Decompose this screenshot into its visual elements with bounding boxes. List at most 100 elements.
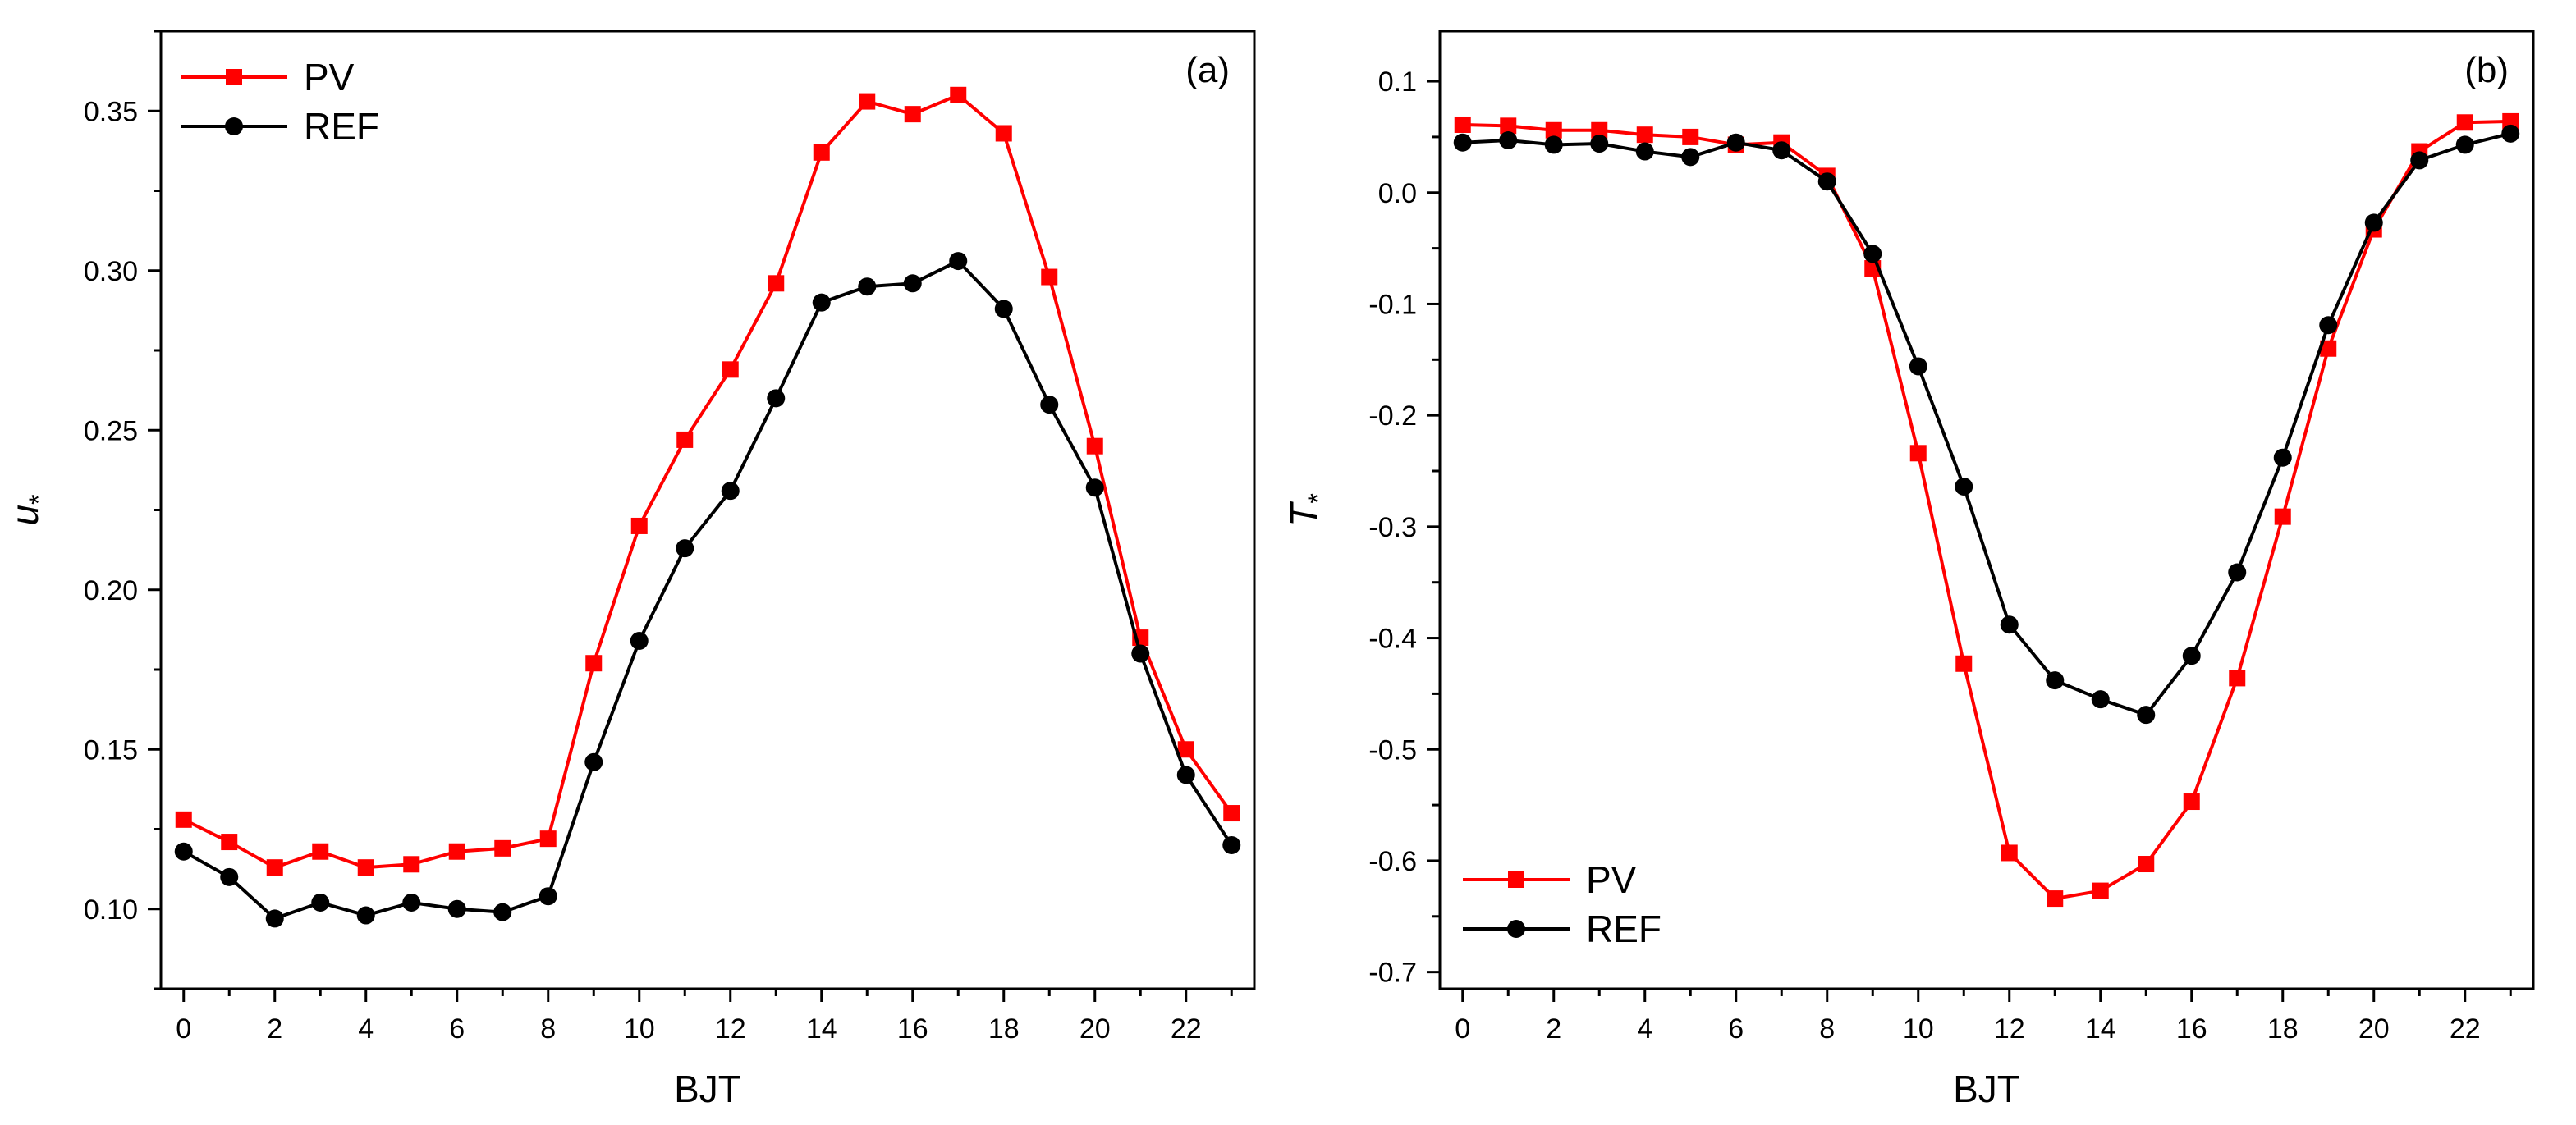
panel-b: 0 2 4 6 8 10 12 14 16 18 20 22 -0.7 -0.6 -0.5 -0.4 -0.3 -…	[1282, 30, 2535, 1110]
x-tick-label: 4	[358, 1013, 374, 1045]
data-point-pv	[2001, 844, 2018, 862]
data-point-ref	[949, 252, 968, 271]
x-tick-label: 20	[1079, 1013, 1111, 1045]
y-tick-label: 0.30	[84, 256, 138, 287]
plot-frame	[1438, 30, 2535, 990]
data-point-pv	[722, 361, 739, 378]
data-point-ref	[174, 842, 193, 861]
x-axis-title: BJT	[674, 1068, 741, 1110]
data-point-ref	[630, 631, 649, 650]
data-point-pv	[2229, 670, 2246, 687]
legend-label-pv: PV	[304, 56, 355, 98]
data-point-pv	[539, 830, 557, 848]
data-point-pv	[676, 431, 694, 448]
data-point-ref	[2182, 647, 2201, 665]
y-axis-subscript: *	[24, 494, 53, 504]
data-point-ref	[2501, 124, 2520, 143]
data-point-pv	[1591, 121, 1608, 139]
series-ref	[174, 252, 1241, 928]
data-point-ref	[1222, 835, 1241, 854]
data-point-ref	[447, 899, 466, 918]
x-tick-label: 20	[2358, 1013, 2390, 1045]
data-point-pv	[357, 859, 374, 876]
data-point-pv	[494, 839, 511, 857]
data-point-ref	[1544, 135, 1563, 154]
data-point-pv	[1041, 268, 1058, 286]
data-point-pv	[995, 125, 1012, 142]
x-tick-label: 22	[1171, 1013, 1202, 1045]
data-point-pv	[1454, 116, 1471, 133]
data-point-ref	[1772, 141, 1791, 160]
data-point-pv	[2456, 114, 2473, 131]
data-point-pv	[1955, 655, 1973, 672]
data-point-pv	[768, 275, 785, 292]
x-tick-label: 6	[449, 1013, 465, 1045]
data-point-ref	[2410, 151, 2429, 170]
data-point-pv	[950, 86, 967, 103]
data-point-pv	[1909, 445, 1927, 462]
data-point-pv	[859, 93, 876, 110]
x-axis-title: BJT	[1953, 1068, 2020, 1110]
data-point-pv	[2138, 856, 2155, 873]
data-point-ref	[1635, 142, 1654, 161]
x-tick-label: 18	[2267, 1013, 2299, 1045]
data-point-ref	[356, 906, 375, 925]
data-point-ref	[539, 887, 557, 906]
series-line-pv	[182, 93, 1233, 870]
x-tick-label: 14	[2085, 1013, 2116, 1045]
x-tick-label: 10	[624, 1013, 655, 1045]
data-point-pv	[266, 859, 283, 876]
data-point-ref	[1726, 133, 1745, 152]
data-point-pv	[904, 106, 921, 123]
x-tick-label: 8	[1819, 1013, 1835, 1045]
y-tick-label: -0.7	[1368, 958, 1417, 989]
data-point-pv	[2047, 890, 2064, 908]
x-tick-label: 4	[1637, 1013, 1652, 1045]
data-point-pv	[312, 843, 329, 860]
data-point-ref	[1085, 478, 1104, 497]
y-tick-label: 0.25	[84, 415, 138, 446]
data-point-ref	[1909, 357, 1927, 376]
data-point-pv	[813, 144, 830, 161]
y-tick-label: -0.6	[1368, 846, 1417, 877]
y-axis-symbol: u	[3, 505, 46, 526]
legend-label-pv: PV	[1586, 858, 1637, 901]
x-tick-label: 14	[806, 1013, 837, 1045]
series-pv	[175, 86, 1240, 876]
data-point-ref	[2455, 135, 2474, 154]
data-point-ref	[721, 482, 740, 501]
data-point-ref	[1040, 396, 1059, 414]
legend: PV REF	[181, 56, 379, 148]
data-point-ref	[493, 903, 512, 921]
data-point-ref	[2364, 213, 2383, 232]
data-point-ref	[1863, 245, 1882, 263]
x-tick-label: 0	[176, 1013, 191, 1045]
y-tick-label: -0.1	[1368, 289, 1417, 320]
x-tick-label: 12	[715, 1013, 746, 1045]
data-point-ref	[2319, 316, 2338, 335]
series-line-pv	[1462, 119, 2511, 901]
panel-a: 0 2 4 6 8 10 12 14 16 18 20 22 0.10 0.15 0.20 0.25 0.30 0…	[3, 30, 1256, 1110]
y-axis-subscript: *	[1303, 493, 1332, 503]
panel-label: (a)	[1185, 50, 1230, 90]
data-point-pv	[403, 856, 420, 873]
data-point-pv	[175, 811, 192, 828]
data-point-ref	[1681, 148, 1700, 167]
data-point-pv	[1682, 128, 1699, 145]
x-tick-label: 12	[1994, 1013, 2025, 1045]
x-tick-label: 2	[267, 1013, 282, 1045]
data-point-ref	[311, 893, 330, 912]
data-point-ref	[1955, 478, 1973, 496]
data-point-pv	[2274, 508, 2291, 525]
x-tick-label: 16	[897, 1013, 928, 1045]
y-tick-label: -0.4	[1368, 624, 1417, 655]
y-tick-label: 0.15	[84, 734, 138, 766]
legend-marker-pv	[1508, 871, 1524, 888]
y-tick-label: 0.1	[1378, 66, 1417, 98]
data-point-pv	[1086, 437, 1103, 455]
series-line-ref	[182, 259, 1233, 921]
panel-label: (b)	[2464, 50, 2509, 90]
data-point-pv	[1636, 126, 1653, 144]
data-point-ref	[1131, 644, 1150, 663]
